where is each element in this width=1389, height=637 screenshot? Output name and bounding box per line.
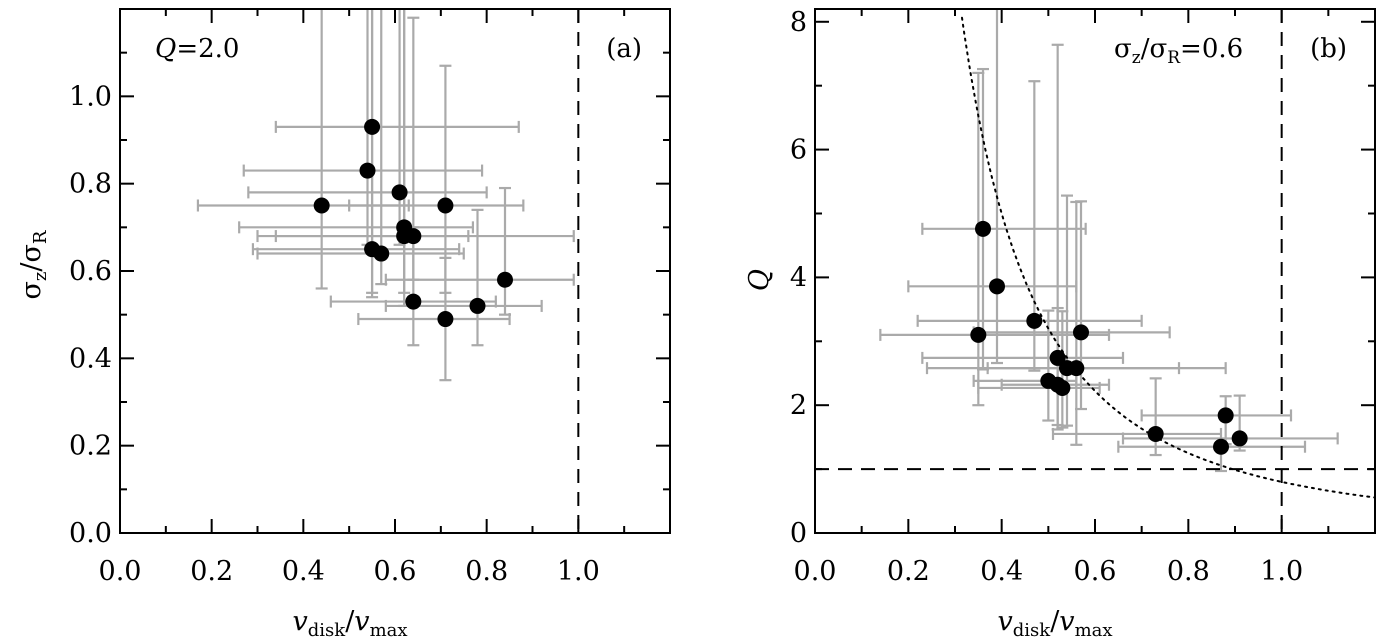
panel-annotation: Q=2.0 — [155, 34, 239, 64]
tick-layer — [119, 9, 670, 534]
x-tick-label: 0.8 — [465, 556, 508, 587]
annotation-value: =2.0 — [176, 34, 239, 64]
errorbar-6 — [238, 9, 475, 308]
tick-label-layer: 0.0 0.2 0.4 0.6 0.8 1.0 0 2 4 6 8 — [790, 7, 1303, 587]
data-point-2 — [989, 278, 1005, 295]
data-point-5 — [1073, 324, 1089, 341]
errorbar-8 — [986, 200, 1227, 446]
data-point-3 — [359, 162, 376, 179]
y-tick-label: 0.0 — [69, 518, 112, 549]
data-point-8 — [1068, 360, 1085, 377]
plot-frame — [119, 8, 671, 534]
data-point-6 — [1049, 349, 1066, 366]
data-point-13 — [1217, 407, 1234, 424]
x-tick-label: 0.4 — [980, 556, 1023, 587]
y-tick-label: 1.0 — [69, 81, 112, 112]
panel-label: (a) — [606, 34, 642, 64]
errorbar-10 — [1000, 306, 1111, 427]
errorbar-12 — [329, 226, 497, 347]
data-point-5 — [437, 197, 454, 214]
y-tick-label: 0.6 — [69, 256, 112, 287]
dotted-curve — [961, 16, 1376, 499]
y-tick-label: 0 — [790, 518, 807, 549]
errorbar-12 — [1051, 377, 1223, 457]
x-tick-label: 1.0 — [1260, 556, 1303, 587]
panel-annotation: σz/σR=0.6 — [1114, 34, 1243, 68]
panel-a: 0.0 0.2 0.4 0.6 0.8 1.0 0.0 0.2 0.4 0.6 0.8 1.0 Q=2… — [16, 8, 671, 637]
panel-b: 0.0 0.2 0.4 0.6 0.8 1.0 0 2 4 6 8 σz/σR=0.6 (b) vd… — [744, 7, 1376, 637]
y-axis-title: σz/σR — [16, 230, 51, 299]
data-point-4 — [391, 184, 408, 201]
tick-label-layer: 0.0 0.2 0.4 0.6 0.8 1.0 0.0 0.2 0.4 0.6 0.8 1.0 — [69, 81, 600, 587]
data-point-11 — [1054, 379, 1071, 396]
y-tick-label: 0.8 — [69, 169, 112, 200]
y-tick-label: 4 — [790, 262, 807, 293]
x-axis-title: vdisk/vmax — [997, 606, 1112, 637]
y-tick-label: 6 — [790, 135, 807, 166]
errorbar-13 — [1140, 395, 1293, 446]
errorbar-6 — [921, 43, 1125, 431]
data-point-3 — [1026, 312, 1043, 329]
errorbar-1 — [921, 67, 1087, 371]
reference-line-layer — [815, 9, 1375, 533]
data-point-4 — [970, 326, 987, 343]
data-point-14 — [1231, 430, 1248, 447]
data-point-10 — [373, 245, 390, 262]
x-tick-label: 0.2 — [887, 556, 930, 587]
errorbar-layer — [196, 9, 575, 382]
errorbar-10 — [256, 9, 465, 286]
x-tick-label: 1.0 — [557, 556, 600, 587]
data-point-11 — [497, 271, 513, 288]
point-layer — [313, 118, 513, 328]
panel-label: (b) — [1310, 34, 1347, 64]
x-tick-label: 0.6 — [374, 556, 417, 587]
data-point-1 — [975, 220, 991, 237]
errorbar-4 — [879, 71, 1111, 407]
x-tick-label: 0.4 — [282, 556, 325, 587]
annotation-q: Q — [155, 34, 176, 64]
data-point-12 — [405, 293, 422, 310]
x-tick-label: 0.8 — [1167, 556, 1210, 587]
y-tick-label: 8 — [790, 7, 807, 38]
errorbar-5 — [972, 200, 1171, 411]
data-point-13 — [469, 297, 486, 314]
x-axis-title: vdisk/vmax — [292, 606, 407, 637]
data-point-1 — [313, 197, 330, 214]
data-point-8 — [405, 228, 422, 245]
x-tick-label: 0.6 — [1074, 556, 1117, 587]
y-tick-label: 0.4 — [69, 343, 112, 374]
errorbar-8 — [274, 16, 575, 281]
errorbar-layer — [879, 9, 1339, 473]
data-point-12 — [1147, 425, 1164, 442]
y-tick-label: 0.2 — [69, 431, 112, 462]
point-layer — [970, 220, 1248, 455]
x-tick-label: 0.0 — [99, 556, 142, 587]
data-point-15 — [1213, 438, 1229, 455]
x-tick-label: 0.2 — [190, 556, 233, 587]
data-point-2 — [364, 118, 381, 135]
data-point-14 — [437, 311, 454, 328]
y-tick-label: 2 — [790, 390, 807, 421]
plot-frame — [814, 8, 1376, 534]
errorbar-15 — [1117, 440, 1307, 473]
x-tick-label: 0.0 — [794, 556, 837, 587]
tick-layer — [814, 9, 1375, 534]
y-axis-title: Q — [744, 269, 775, 291]
errorbar-11 — [384, 186, 575, 316]
